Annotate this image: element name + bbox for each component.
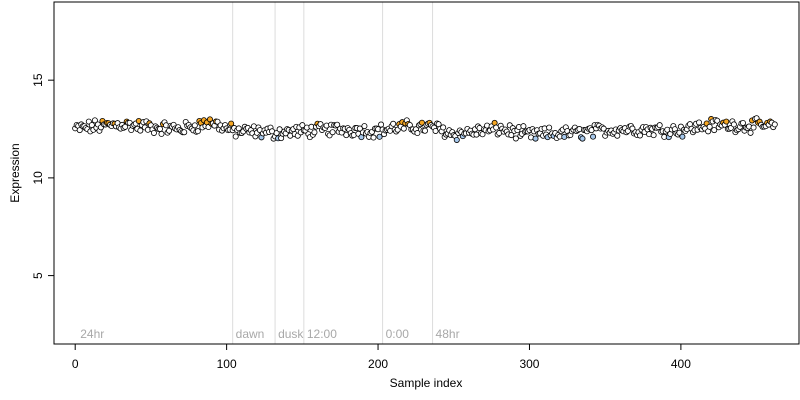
y-axis-label: Expression (8, 143, 22, 202)
data-point (228, 120, 235, 127)
data-point (614, 132, 621, 139)
data-point (311, 129, 318, 136)
data-point (376, 133, 383, 140)
x-tick-label-3: 300 (519, 357, 539, 371)
data-point (329, 129, 336, 136)
x-axis-label: Sample index (390, 376, 463, 390)
data-point (137, 127, 144, 134)
data-point (747, 129, 754, 136)
data-point (656, 122, 663, 129)
data-point (520, 123, 527, 130)
data-point (579, 135, 586, 142)
data-point (232, 133, 239, 140)
data-point (739, 119, 746, 126)
data-point (122, 123, 129, 130)
data-point (276, 126, 283, 133)
data-point (390, 120, 397, 127)
data-point (191, 122, 198, 129)
data-point (676, 129, 683, 136)
y-axis: 5 10 15 (31, 73, 55, 279)
data-point (150, 129, 157, 136)
data-point (156, 125, 163, 132)
data-point (696, 119, 703, 126)
data-point (440, 124, 447, 131)
x-tick-label-2: 200 (368, 357, 388, 371)
data-point (771, 121, 778, 128)
data-point (512, 135, 519, 142)
data-point (637, 132, 644, 139)
data-point (194, 128, 201, 135)
data-point (378, 121, 385, 128)
vline-label-4: 48hr (436, 327, 460, 341)
data-point (679, 133, 686, 140)
data-point (334, 121, 341, 128)
data-point (650, 132, 657, 139)
x-tick-label-1: 100 (217, 357, 237, 371)
vertical-marker-lines (232, 2, 434, 344)
x-axis: 0 100 200 300 400 (72, 343, 691, 371)
y-tick-label-1: 10 (31, 171, 45, 185)
vline-label-3: 0:00 (386, 327, 410, 341)
data-point (91, 117, 98, 124)
plot-frame (53, 1, 800, 345)
data-points (72, 115, 778, 143)
data-point (361, 123, 368, 130)
data-point (370, 134, 377, 141)
data-point (414, 130, 421, 137)
data-point (76, 127, 83, 134)
data-point (400, 125, 407, 132)
data-point (590, 133, 597, 140)
data-point (750, 124, 757, 131)
data-point (546, 124, 553, 131)
y-tick-label-0: 5 (31, 272, 45, 279)
data-point (730, 121, 737, 128)
data-point (706, 123, 713, 130)
data-point (723, 118, 730, 125)
vline-label-0: dawn (236, 327, 265, 341)
data-point (181, 129, 188, 136)
data-point (158, 130, 165, 137)
x-tick-label-4: 400 (671, 357, 691, 371)
data-point (711, 127, 718, 134)
data-point (356, 125, 363, 132)
x-tick-label-0: 0 (72, 357, 79, 371)
vline-label-2: 12:00 (307, 327, 337, 341)
annotation-0: 24hr (80, 327, 104, 341)
data-point (508, 132, 515, 139)
data-point (532, 135, 539, 142)
data-point (453, 136, 460, 143)
data-point (421, 127, 428, 134)
annotation-labels: dawn dusk 12:00 0:00 48hr 24hr (80, 327, 459, 341)
y-tick-label-2: 15 (31, 73, 45, 87)
vline-label-1: dusk (278, 327, 304, 341)
